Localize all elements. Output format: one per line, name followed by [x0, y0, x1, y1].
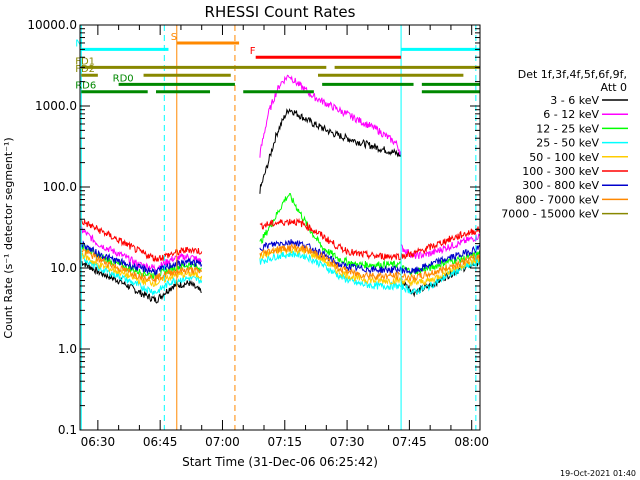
- y-tick-label: 1.0: [58, 342, 77, 356]
- y-tick-label: 10.0: [50, 261, 77, 275]
- legend-header-line: Att 0: [601, 81, 627, 94]
- y-tick-label: 0.1: [58, 423, 77, 437]
- legend-entry-label: 3 - 6 keV: [550, 94, 599, 107]
- series-line-12-25-kev-seg1: [259, 192, 402, 270]
- series-line-100-300-kev-seg0: [80, 219, 203, 263]
- series-line-25-50-kev-seg1: [259, 249, 402, 291]
- series-line-100-300-kev-seg1: [259, 217, 402, 262]
- legend-entry-label: 12 - 25 keV: [536, 122, 599, 135]
- chart-title: RHESSI Count Rates: [205, 3, 356, 21]
- series-line-800-7000-kev-seg2: [400, 253, 481, 282]
- series-line-25-50-kev-seg0: [80, 252, 203, 297]
- series-line-3-6-kev-seg0: [81, 260, 202, 304]
- flag-label-f: F: [250, 46, 256, 57]
- legend-entry-label: 7000 - 15000 keV: [501, 208, 599, 221]
- series-line-800-7000-kev-seg1: [259, 242, 402, 281]
- legend-entry-label: 100 - 300 keV: [522, 165, 599, 178]
- flag-label-n: N: [75, 38, 82, 49]
- series-line-6-12-kev-seg1: [259, 74, 402, 158]
- flag-label-fd1: FD1: [75, 56, 95, 67]
- x-tick-label: 08:00: [454, 435, 489, 449]
- x-axis-label: Start Time (31-Dec-06 06:25:42): [182, 455, 378, 469]
- date-stamp: 19-Oct-2021 01:40: [560, 469, 636, 478]
- series-line-800-7000-kev-seg0: [81, 249, 203, 284]
- x-tick-label: 06:45: [143, 435, 178, 449]
- y-axis-label: Count Rate (s⁻¹ detector segment⁻¹): [2, 137, 15, 338]
- x-tick-label: 07:00: [205, 435, 240, 449]
- y-tick-label: 100.0: [43, 180, 77, 194]
- flag-label-rd0: RD0: [113, 73, 134, 84]
- y-tick-label: 10000.0: [27, 18, 77, 32]
- plot-frame: [79, 24, 481, 431]
- x-tick-label: 07:15: [267, 435, 302, 449]
- series-line-100-300-kev-seg2: [400, 226, 481, 260]
- legend-entry-label: 800 - 7000 keV: [515, 193, 599, 206]
- x-tick-label: 07:30: [330, 435, 365, 449]
- legend-entry-label: 300 - 800 keV: [522, 179, 599, 192]
- legend-entry-label: 50 - 100 keV: [529, 151, 599, 164]
- y-tick-label: 1000.0: [35, 99, 77, 113]
- x-tick-label: 06:30: [81, 435, 116, 449]
- series-line-300-800-kev-seg0: [80, 240, 203, 277]
- legend-entry-label: 25 - 50 keV: [536, 137, 599, 150]
- series-line-3-6-kev-seg1: [259, 107, 402, 194]
- series-line-300-800-kev-seg2: [400, 244, 481, 275]
- flag-label-s: S: [171, 32, 177, 43]
- x-tick-label: 07:45: [392, 435, 427, 449]
- series-line-50-100-kev-seg0: [80, 251, 203, 288]
- legend-header-line: Det 1f,3f,4f,5f,6f,9f,: [518, 68, 627, 81]
- legend-entry-label: 6 - 12 keV: [543, 108, 599, 121]
- flag-label-rd6: RD6: [75, 81, 96, 92]
- series-line-6-12-kev-seg0: [80, 225, 203, 272]
- flag-label-fd2: FD2: [75, 64, 95, 75]
- axes: 0.1 1.0 10.0 100.0 1000.0 10000.0 06:30 06:45 07…: [27, 18, 489, 449]
